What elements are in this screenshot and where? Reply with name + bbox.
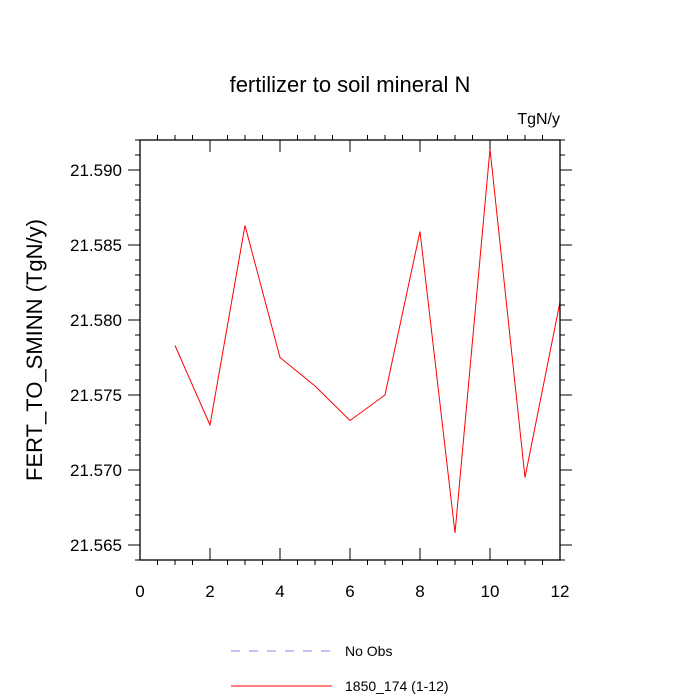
x-tick-label: 10: [481, 582, 500, 601]
x-tick-label: 0: [135, 582, 144, 601]
x-tick-label: 6: [345, 582, 354, 601]
y-tick-label: 21.585: [70, 236, 122, 255]
units-label: TgN/y: [517, 111, 560, 128]
x-tick-label: 8: [415, 582, 424, 601]
y-tick-label: 21.575: [70, 386, 122, 405]
x-tick-label: 12: [551, 582, 570, 601]
series-layer: [174, 148, 561, 534]
y-tick-label: 21.565: [70, 536, 122, 555]
axis-tick-labels: 0 2 4 6 8 10 12 21.565 21.570 21.575 21.580 21.585 2…: [70, 161, 569, 601]
legend-label: No Obs: [345, 643, 392, 659]
legend: No Obs 1850_174 (1-12): [231, 643, 449, 694]
y-tick-label: 21.570: [70, 461, 122, 480]
series-line: [174, 148, 561, 534]
x-tick-label: 2: [205, 582, 214, 601]
chart-title: fertilizer to soil mineral N: [230, 72, 471, 97]
x-tick-label: 4: [275, 582, 284, 601]
axis-ticks: [128, 135, 572, 565]
legend-label: 1850_174 (1-12): [345, 678, 449, 694]
plot-frame: [139, 139, 561, 561]
y-tick-label: 21.580: [70, 311, 122, 330]
y-tick-label: 21.590: [70, 161, 122, 180]
y-axis-label: FERT_TO_SMINN (TgN/y): [22, 219, 47, 481]
